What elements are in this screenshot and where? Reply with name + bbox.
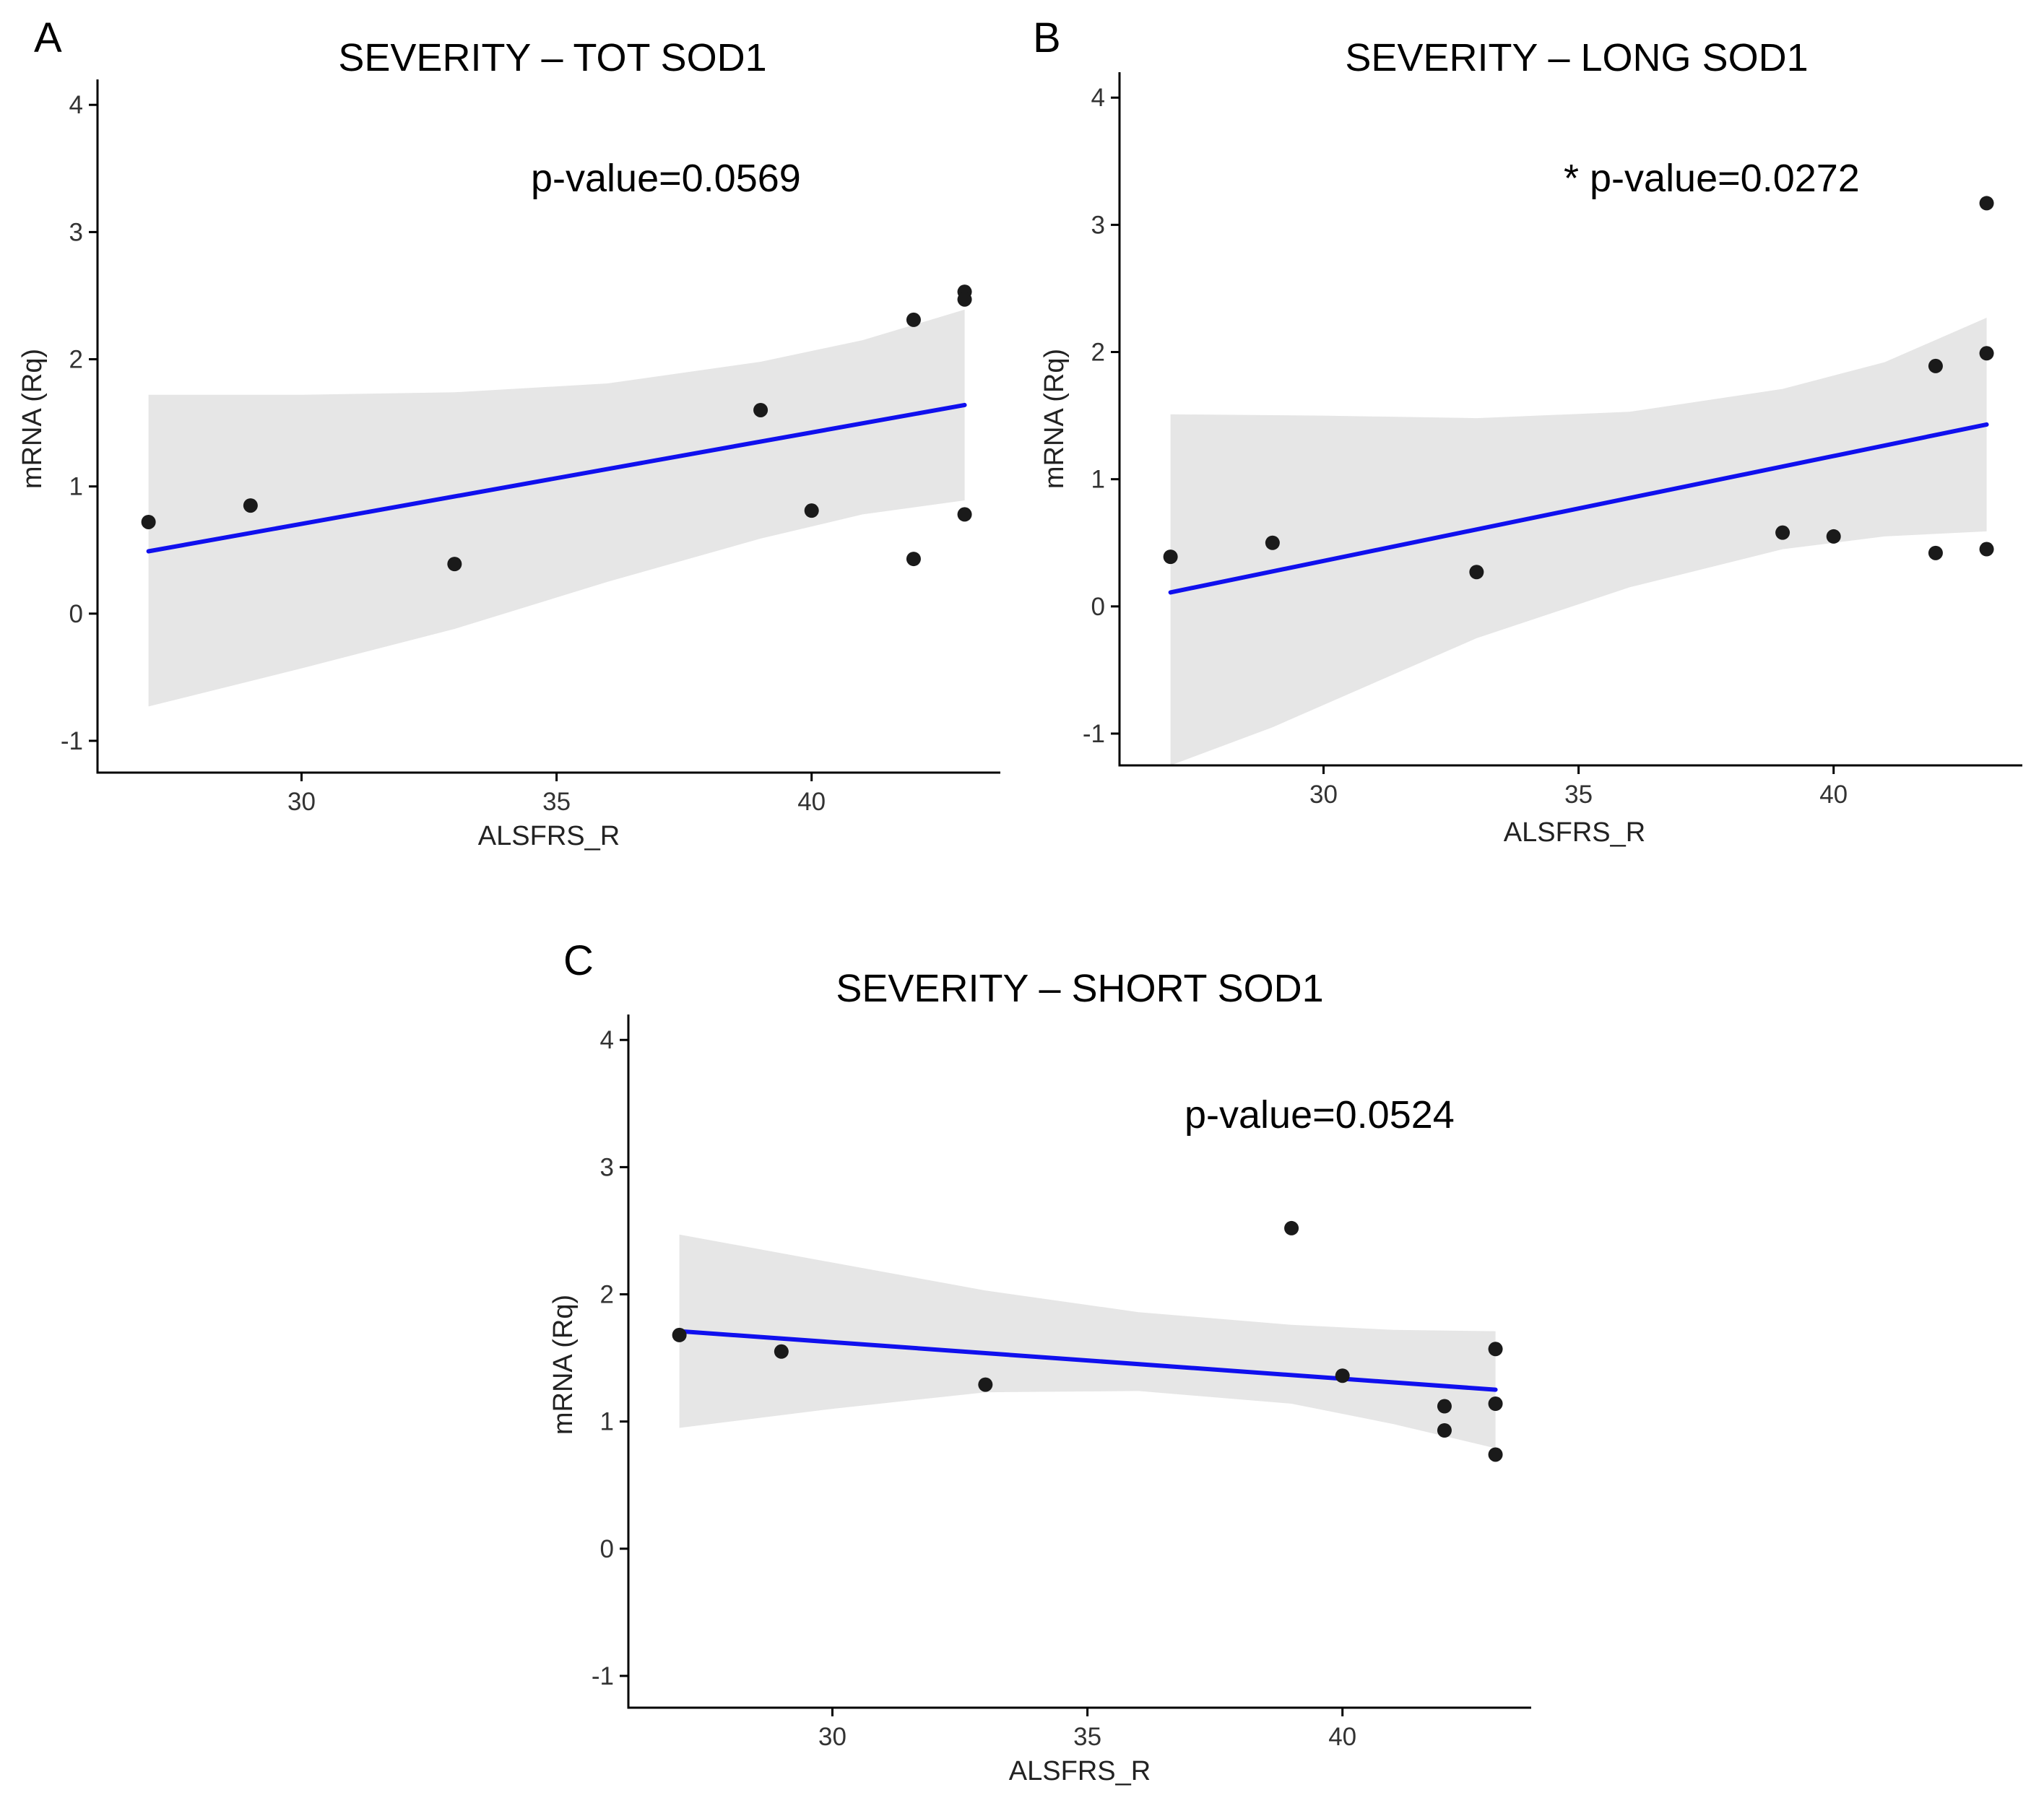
panel-b-x-tick-label-35: 35 [1564, 781, 1593, 809]
panel-a-x-tick-label-40: 40 [797, 788, 826, 816]
panel-c-regression-line [677, 1329, 1498, 1392]
panel-a-y-axis-label: mRNA (Rq) [17, 349, 48, 489]
panel-c-data-point-1 [774, 1344, 789, 1359]
panel-c-x-tick-label-40: 40 [1328, 1723, 1356, 1751]
panel-c-y-tick-label-4: 4 [600, 1026, 614, 1054]
panel-a-data-point-8 [957, 292, 972, 307]
panel-a-data-point-9 [957, 507, 972, 522]
panel-a-y-tick-label-1: 1 [69, 473, 83, 501]
panel-c-data-point-3 [1284, 1220, 1299, 1235]
panel-a-plot-area: -1 0 1 2 3 4 30 35 40 [61, 79, 1000, 816]
panel-b-y-tick-label-1: 1 [1091, 466, 1105, 494]
panel-b-data-point-5 [1928, 358, 1943, 373]
panel-c-data-point-4 [1335, 1368, 1350, 1383]
panel-b: B SEVERITY – LONG SOD1 -1 0 1 2 3 4 30 35 40 * p… [1033, 14, 2022, 848]
panel-c-confidence-band [679, 1234, 1496, 1448]
panel-c-y-tick-label-3: 3 [600, 1153, 614, 1181]
panel-a-p-value-annotation: p-value=0.0569 [531, 157, 801, 200]
panel-c-data-point-7 [1488, 1342, 1503, 1357]
panel-b-regression-line [1168, 422, 1989, 595]
panel-c-y-tick-label-0: 0 [600, 1535, 614, 1563]
panel-letter-b: B [1033, 14, 1061, 61]
panel-b-data-point-8 [1979, 346, 1994, 361]
panel-a-x-tick-label-30: 30 [287, 788, 316, 816]
panel-c-data-point-8 [1488, 1396, 1503, 1412]
panel-b-plot-area: -1 0 1 2 3 4 30 35 40 [1083, 72, 2022, 809]
panel-b-x-tick-label-30: 30 [1309, 781, 1338, 809]
panel-b-data-point-7 [1979, 196, 1994, 211]
panel-c-y-axis-label: mRNA (Rq) [548, 1295, 579, 1435]
panel-b-data-point-3 [1775, 525, 1790, 540]
panel-c-title: SEVERITY – SHORT SOD1 [836, 967, 1323, 1010]
panel-c-y-tick-label-1: 1 [600, 1408, 614, 1436]
panel-b-y-tick-label-0: 0 [1091, 593, 1105, 621]
panel-letter-a: A [34, 14, 62, 61]
panel-b-y-tick-label-4: 4 [1091, 84, 1105, 112]
panel-c-x-tick-label-30: 30 [818, 1723, 846, 1751]
panel-a-y-tick-label-0: 0 [69, 600, 83, 628]
panel-b-y-tick-label--1: -1 [1083, 720, 1105, 748]
panel-a-data-point-3 [753, 402, 768, 417]
panel-b-x-axis-label: ALSFRS_R [1504, 817, 1645, 848]
panel-c-p-value-annotation: p-value=0.0524 [1185, 1093, 1455, 1137]
panel-b-data-point-0 [1163, 549, 1178, 565]
panel-a: A SEVERITY – TOT SOD1 -1 0 1 2 3 4 30 35 40 p-va… [17, 14, 1000, 851]
panel-a-title: SEVERITY – TOT SOD1 [338, 36, 766, 79]
panel-b-data-point-9 [1979, 542, 1994, 557]
panel-c-y-tick-label-2: 2 [600, 1281, 614, 1309]
panel-b-title: SEVERITY – LONG SOD1 [1345, 36, 1808, 79]
panel-a-data-point-5 [906, 312, 921, 327]
panel-b-y-axis-label: mRNA (Rq) [1039, 349, 1070, 489]
panel-a-data-point-1 [243, 498, 258, 513]
panel-c-data-point-9 [1488, 1447, 1503, 1462]
panel-b-confidence-band [1170, 318, 1987, 765]
panel-a-y-tick-label--1: -1 [61, 727, 83, 755]
panel-a-data-point-4 [804, 503, 819, 518]
panel-a-confidence-band [148, 309, 965, 707]
panel-c-plot-area: -1 0 1 2 3 4 30 35 40 [592, 1015, 1531, 1751]
panel-a-x-tick-label-35: 35 [542, 788, 571, 816]
panel-c-data-point-2 [978, 1377, 993, 1392]
panel-a-y-tick-label-4: 4 [69, 91, 83, 119]
panel-a-x-axis-label: ALSFRS_R [478, 821, 620, 851]
panel-c-y-tick-label--1: -1 [592, 1662, 614, 1690]
panel-a-axes [96, 79, 1000, 774]
panel-b-data-point-2 [1469, 565, 1484, 580]
panel-c-data-point-5 [1437, 1399, 1452, 1414]
panel-b-data-point-6 [1928, 545, 1943, 560]
panel-b-p-value-annotation: * p-value=0.0272 [1564, 157, 1860, 200]
panel-b-y-tick-label-2: 2 [1091, 339, 1105, 367]
panel-b-x-tick-label-40: 40 [1819, 781, 1848, 809]
panel-c-x-axis-label: ALSFRS_R [1009, 1756, 1151, 1786]
panel-c-x-tick-label-35: 35 [1073, 1723, 1101, 1751]
panel-c-data-point-6 [1437, 1423, 1452, 1438]
panel-b-y-tick-label-3: 3 [1091, 211, 1105, 239]
panel-a-data-point-6 [906, 552, 921, 567]
panel-a-regression-line [146, 402, 967, 554]
panel-c-axes [627, 1015, 1531, 1709]
panel-a-y-tick-label-2: 2 [69, 346, 83, 374]
panel-c: C SEVERITY – SHORT SOD1 -1 0 1 2 3 4 30 35 40 p-… [548, 937, 1531, 1786]
panel-b-data-point-1 [1265, 535, 1280, 550]
panel-b-axes [1118, 72, 2022, 767]
panel-a-data-point-0 [141, 514, 156, 529]
panel-c-data-point-0 [672, 1327, 687, 1342]
panel-a-data-point-2 [447, 557, 462, 572]
panel-b-data-point-4 [1826, 529, 1841, 544]
panel-letter-c: C [563, 937, 594, 984]
panel-a-y-tick-label-3: 3 [69, 218, 83, 246]
